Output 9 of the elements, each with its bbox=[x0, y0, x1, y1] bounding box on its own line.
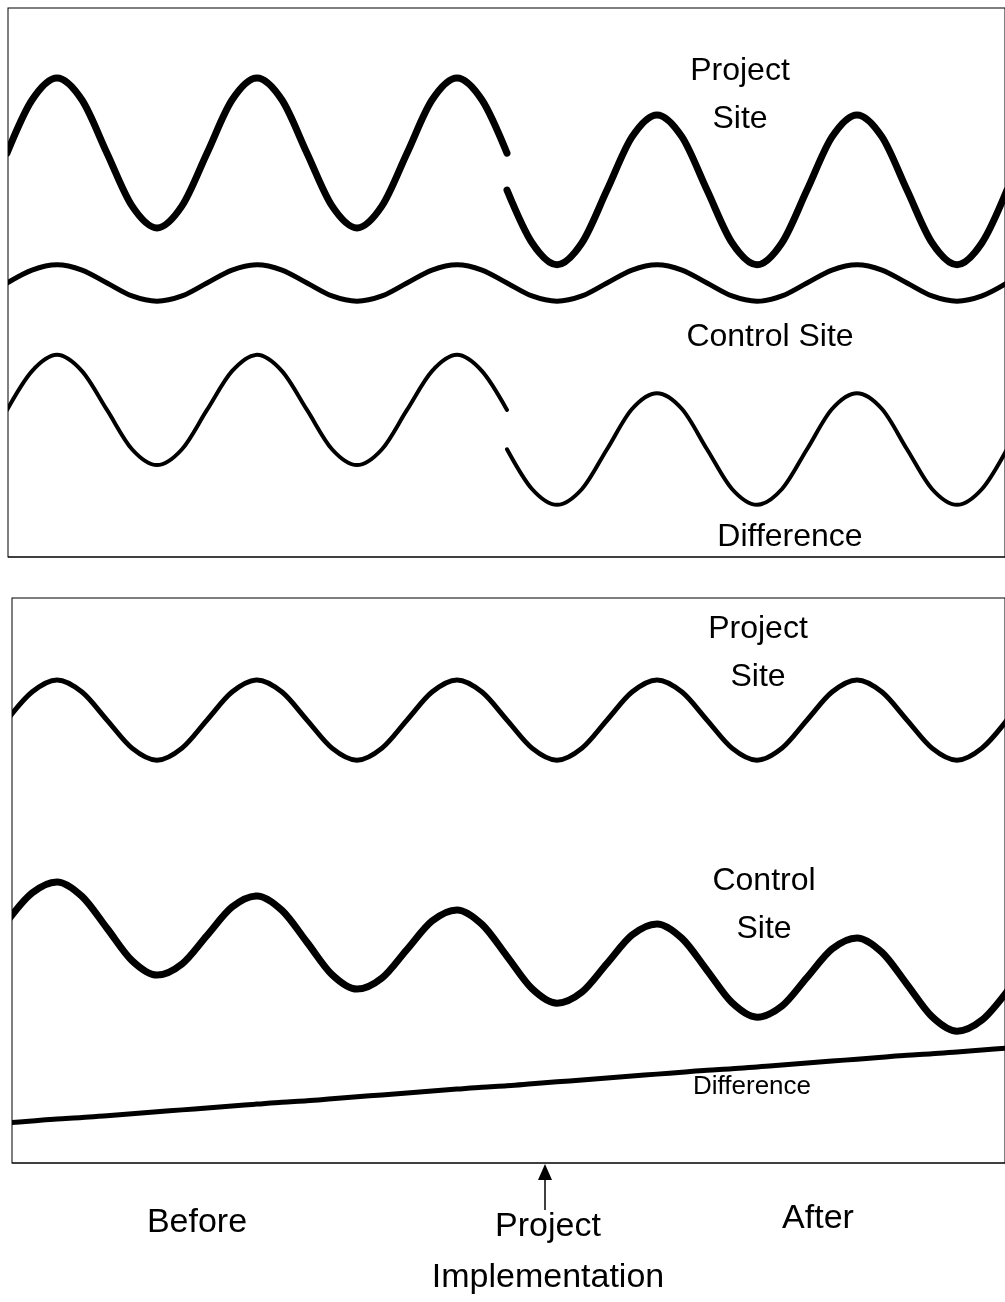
series-label: Difference bbox=[717, 517, 863, 553]
text: Before bbox=[146, 1201, 248, 1239]
text: After bbox=[782, 1197, 854, 1235]
series-label: Control Site bbox=[712, 861, 816, 945]
series-label: Project Site bbox=[690, 51, 790, 135]
series-label: Project Site bbox=[708, 609, 808, 693]
series-label: Difference bbox=[692, 1070, 812, 1100]
series-label: Control Site bbox=[686, 317, 854, 353]
text: Project Implementation bbox=[431, 1205, 665, 1294]
